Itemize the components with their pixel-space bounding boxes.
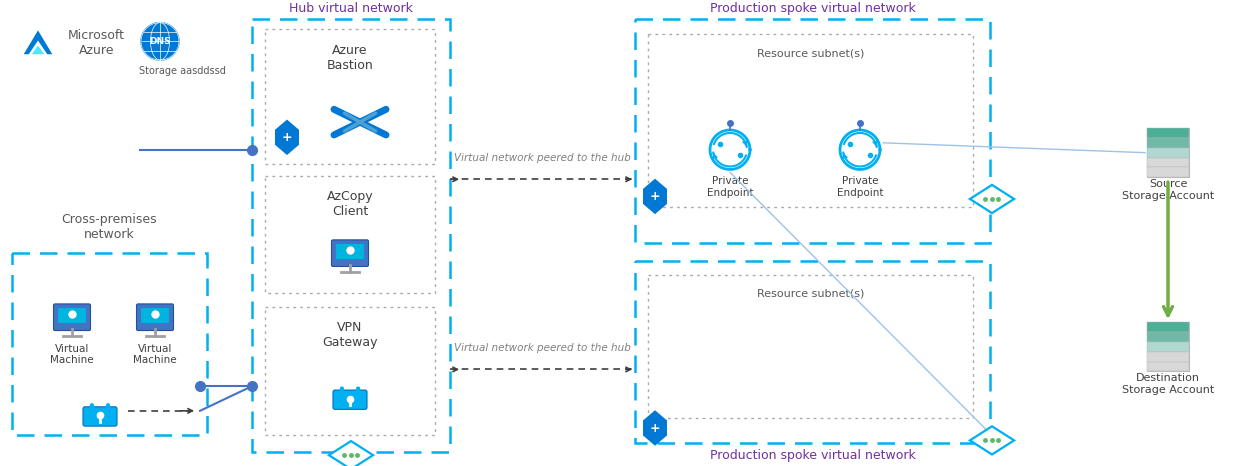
FancyBboxPatch shape — [83, 407, 117, 426]
FancyBboxPatch shape — [53, 304, 90, 330]
Text: Hub virtual network: Hub virtual network — [289, 2, 413, 15]
Bar — [265, 308, 435, 435]
Text: Resource subnet(s): Resource subnet(s) — [756, 288, 864, 299]
Bar — [648, 34, 973, 207]
Bar — [265, 28, 435, 164]
Bar — [1147, 128, 1189, 138]
Bar — [1147, 322, 1189, 332]
Polygon shape — [643, 410, 667, 445]
FancyBboxPatch shape — [332, 390, 367, 409]
Bar — [58, 308, 87, 323]
Bar — [1147, 128, 1189, 177]
Bar — [635, 19, 990, 243]
Text: Source
Storage Account: Source Storage Account — [1122, 179, 1214, 201]
Text: Microsoft
Azure: Microsoft Azure — [68, 28, 125, 56]
Text: +: + — [282, 131, 292, 144]
Circle shape — [141, 23, 179, 60]
Bar — [648, 275, 973, 418]
FancyBboxPatch shape — [331, 240, 368, 267]
Polygon shape — [274, 120, 299, 155]
Polygon shape — [970, 185, 1014, 213]
Text: Production spoke virtual network: Production spoke virtual network — [709, 2, 916, 15]
Text: Virtual network peered to the hub: Virtual network peered to the hub — [454, 152, 630, 163]
Bar — [1147, 167, 1189, 177]
Bar — [635, 261, 990, 443]
FancyBboxPatch shape — [136, 304, 173, 330]
Polygon shape — [329, 441, 373, 466]
Bar — [1147, 158, 1189, 167]
Text: VPN
Gateway: VPN Gateway — [323, 321, 378, 349]
Bar — [1147, 322, 1189, 371]
Polygon shape — [23, 30, 52, 54]
Text: Private
Endpoint: Private Endpoint — [837, 176, 884, 198]
Text: Virtual network peered to the hub: Virtual network peered to the hub — [454, 343, 630, 353]
Bar — [265, 176, 435, 293]
Text: Storage aasddssd: Storage aasddssd — [138, 66, 225, 76]
Bar — [252, 19, 450, 452]
Text: Cross-premises
network: Cross-premises network — [62, 213, 157, 241]
Bar — [1147, 148, 1189, 158]
Text: Production spoke virtual network: Production spoke virtual network — [709, 449, 916, 462]
Text: +: + — [650, 422, 660, 435]
Bar — [1147, 332, 1189, 342]
Bar — [12, 253, 206, 435]
Bar — [1147, 352, 1189, 362]
Text: Azure
Bastion: Azure Bastion — [326, 44, 373, 72]
Bar — [336, 244, 363, 259]
Bar — [141, 308, 169, 323]
Bar — [1147, 138, 1189, 148]
Text: Destination
Storage Account: Destination Storage Account — [1122, 373, 1214, 395]
Text: Virtual
Machine: Virtual Machine — [133, 344, 177, 365]
Bar — [1147, 342, 1189, 352]
Text: AzCopy
Client: AzCopy Client — [326, 190, 373, 218]
Polygon shape — [32, 46, 44, 54]
Text: Resource subnet(s): Resource subnet(s) — [756, 48, 864, 58]
Text: DNS: DNS — [150, 37, 171, 46]
Text: Virtual
Machine: Virtual Machine — [51, 344, 94, 365]
Text: Private
Endpoint: Private Endpoint — [707, 176, 753, 198]
Polygon shape — [970, 426, 1014, 454]
Polygon shape — [643, 178, 667, 214]
Bar — [1147, 362, 1189, 371]
Text: +: + — [650, 190, 660, 203]
